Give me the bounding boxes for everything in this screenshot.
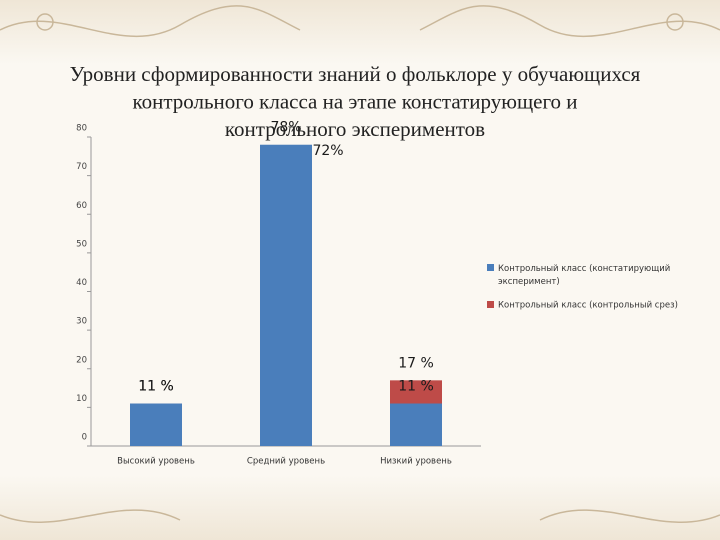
y-tick-label: 50 — [76, 239, 87, 249]
chart-title: контрольного класса на этапе констатирую… — [132, 89, 577, 113]
bar — [260, 144, 312, 446]
value-label: 78% — [270, 120, 301, 136]
value-label: 11 % — [138, 379, 174, 395]
value-label: 17 % — [398, 355, 434, 371]
y-tick-label: 30 — [76, 317, 87, 327]
legend-label: Контрольный класс (констатирующий экспери… — [498, 264, 670, 287]
x-tick-label: Низкий уровень — [380, 457, 452, 467]
bar — [390, 403, 442, 446]
y-tick-label: 70 — [76, 162, 87, 172]
y-tick-label: 10 — [76, 394, 87, 404]
y-tick-label: 60 — [76, 201, 87, 211]
y-tick-label: 0 — [82, 433, 87, 443]
chart-title: контрольного экспериментов — [225, 117, 485, 141]
value-label: 72% — [312, 143, 343, 159]
y-tick-label: 20 — [76, 355, 87, 365]
legend-label: Контрольный класс (контрольный срез) — [498, 301, 678, 311]
y-tick-label: 40 — [76, 278, 87, 288]
y-tick-label: 80 — [76, 124, 87, 134]
bar — [130, 403, 182, 446]
x-tick-label: Высокий уровень — [117, 457, 195, 467]
legend-swatch — [487, 264, 494, 271]
legend-swatch — [487, 301, 494, 308]
chart-title: Уровни сформированности знаний о фолькло… — [70, 62, 641, 86]
value-label: 11 % — [138, 379, 174, 395]
x-tick-label: Средний уровень — [247, 457, 325, 467]
value-label: 11 % — [398, 379, 434, 395]
ornament — [0, 5, 720, 523]
